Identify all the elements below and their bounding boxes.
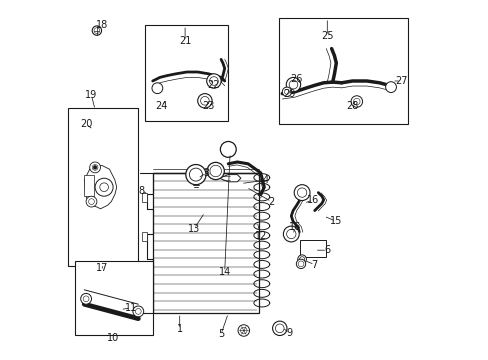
Bar — [278, 18, 407, 124]
Circle shape — [89, 162, 101, 173]
Text: 23: 23 — [202, 101, 214, 111]
Circle shape — [284, 89, 289, 94]
Circle shape — [209, 77, 218, 85]
Bar — [75, 261, 152, 335]
Circle shape — [272, 321, 286, 336]
Circle shape — [133, 306, 143, 317]
Circle shape — [299, 257, 304, 262]
Circle shape — [385, 82, 396, 93]
Text: 5: 5 — [218, 329, 224, 339]
Circle shape — [86, 196, 97, 207]
Text: 16: 16 — [288, 222, 301, 232]
Bar — [142, 193, 147, 202]
Circle shape — [297, 188, 306, 197]
Circle shape — [220, 141, 236, 157]
Circle shape — [88, 199, 94, 204]
Circle shape — [275, 324, 284, 333]
Circle shape — [353, 98, 359, 105]
Bar — [142, 232, 147, 241]
Circle shape — [285, 77, 300, 92]
Text: 25: 25 — [321, 31, 333, 41]
Circle shape — [209, 165, 221, 177]
Circle shape — [286, 229, 295, 239]
Text: 22: 22 — [207, 80, 220, 90]
Circle shape — [206, 162, 224, 180]
Text: 27: 27 — [394, 76, 407, 86]
Bar — [68, 108, 138, 266]
Text: 16: 16 — [306, 195, 318, 205]
Text: 18: 18 — [96, 20, 108, 30]
Bar — [152, 173, 258, 313]
Circle shape — [298, 261, 303, 267]
Circle shape — [197, 94, 212, 108]
Text: 12: 12 — [254, 231, 266, 241]
Circle shape — [200, 96, 209, 105]
Circle shape — [189, 168, 202, 181]
Circle shape — [81, 293, 91, 304]
Text: 4: 4 — [263, 175, 268, 185]
Text: 28: 28 — [346, 101, 358, 111]
Circle shape — [283, 226, 299, 242]
Text: 7: 7 — [311, 260, 317, 270]
Text: 26: 26 — [290, 74, 302, 84]
Text: 14: 14 — [218, 267, 230, 277]
Text: 8: 8 — [139, 186, 144, 196]
Circle shape — [185, 165, 205, 185]
Text: 21: 21 — [179, 36, 191, 46]
Text: 24: 24 — [155, 101, 167, 111]
Text: 13: 13 — [187, 224, 200, 234]
Circle shape — [240, 327, 246, 334]
Text: 10: 10 — [107, 333, 119, 343]
Text: 2: 2 — [268, 197, 274, 207]
Text: 19: 19 — [85, 90, 98, 100]
Text: 6: 6 — [324, 245, 330, 255]
Bar — [84, 175, 94, 196]
Text: 17: 17 — [96, 263, 108, 273]
Circle shape — [83, 296, 89, 302]
Circle shape — [135, 309, 141, 314]
Circle shape — [206, 74, 221, 88]
Bar — [145, 25, 228, 121]
Circle shape — [152, 83, 163, 94]
Polygon shape — [219, 175, 241, 182]
Text: 11: 11 — [125, 303, 137, 313]
Text: 20: 20 — [80, 119, 92, 129]
Circle shape — [238, 325, 249, 336]
Circle shape — [294, 185, 309, 201]
Circle shape — [100, 183, 108, 192]
Circle shape — [95, 178, 113, 196]
Circle shape — [297, 255, 306, 264]
Circle shape — [288, 80, 297, 89]
Circle shape — [296, 259, 305, 269]
Text: 29: 29 — [283, 89, 295, 99]
Polygon shape — [84, 166, 117, 209]
Circle shape — [282, 87, 291, 96]
Circle shape — [94, 28, 100, 33]
Circle shape — [350, 96, 362, 107]
Circle shape — [92, 165, 98, 170]
Text: 9: 9 — [286, 328, 292, 338]
Circle shape — [92, 26, 102, 35]
Text: 3: 3 — [203, 168, 209, 178]
Text: 15: 15 — [329, 216, 342, 226]
Circle shape — [93, 166, 97, 169]
Text: 1: 1 — [176, 324, 183, 334]
Bar — [300, 240, 325, 257]
